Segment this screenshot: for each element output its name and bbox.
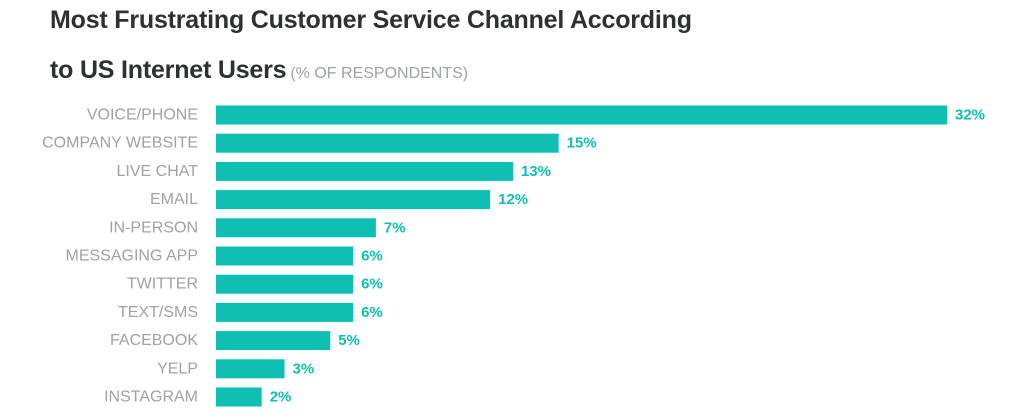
value-label: 6%	[361, 304, 383, 321]
category-label: TEXT/SMS	[118, 304, 198, 321]
value-label: 32%	[955, 107, 985, 124]
bar	[216, 246, 354, 266]
value-label: 2%	[270, 389, 292, 406]
category-label: YELP	[157, 360, 198, 377]
category-label: COMPANY WEBSITE	[42, 135, 198, 152]
category-label: INSTAGRAM	[104, 389, 198, 406]
value-label: 7%	[384, 219, 406, 236]
bar	[216, 387, 262, 407]
bar	[216, 359, 285, 379]
bar	[216, 161, 513, 181]
bar	[216, 105, 947, 125]
category-label: VOICE/PHONE	[87, 107, 198, 124]
category-label: MESSAGING APP	[66, 248, 198, 265]
category-label: EMAIL	[150, 191, 198, 208]
value-label: 5%	[338, 332, 360, 349]
chart-title-line-1: Most Frustrating Customer Service Channe…	[50, 6, 692, 34]
bar	[216, 302, 354, 322]
category-label: LIVE CHAT	[117, 163, 199, 180]
value-label: 6%	[361, 248, 383, 265]
value-label: 6%	[361, 276, 383, 293]
chart-subtitle: (% OF RESPONDENTS)	[290, 65, 469, 82]
value-label: 3%	[293, 360, 315, 377]
category-label: IN-PERSON	[109, 219, 198, 236]
bar	[216, 190, 491, 210]
chart-title-line-2-text: to US Internet Users	[50, 56, 287, 84]
bar	[216, 331, 331, 351]
category-label: FACEBOOK	[110, 332, 198, 349]
value-label: 15%	[567, 135, 597, 152]
bar	[216, 274, 354, 294]
bar	[216, 133, 559, 153]
value-label: 13%	[521, 163, 551, 180]
bar	[216, 218, 376, 238]
category-label: TWITTER	[127, 276, 198, 293]
value-label: 12%	[498, 191, 528, 208]
chart-title-line-2: to US Internet Users (% OF RESPONDENTS)	[50, 56, 468, 85]
